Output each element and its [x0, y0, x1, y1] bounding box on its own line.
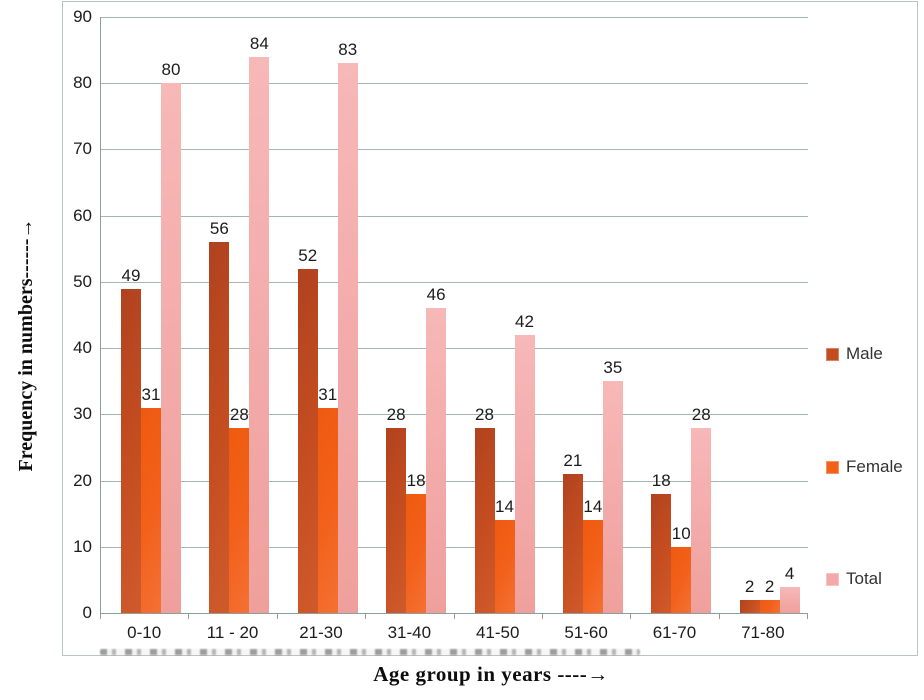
- bar-male: [474, 427, 495, 613]
- y-axis-title: Frequency in numbers------→: [15, 218, 37, 472]
- gridline: [101, 83, 808, 85]
- y-tick-label: 0: [82, 603, 92, 622]
- bar-total: [514, 334, 535, 613]
- gridline: [101, 480, 808, 482]
- bar-male: [739, 599, 760, 613]
- x-tick: [100, 613, 101, 619]
- y-tick-label: 90: [73, 7, 92, 26]
- value-label: 28: [229, 404, 249, 424]
- legend-swatch-female: [826, 460, 839, 474]
- category-label: 31-40: [387, 623, 432, 642]
- category-label: 11 - 20: [206, 623, 259, 642]
- bar-total: [337, 63, 358, 613]
- value-label: 21: [563, 450, 583, 470]
- bar-female: [582, 520, 603, 613]
- legend-label-total: Total: [846, 569, 882, 588]
- bar-male: [121, 288, 141, 613]
- x-tick: [276, 613, 278, 619]
- gridline: [101, 546, 808, 548]
- x-tick: [807, 613, 808, 619]
- category-label: 61-70: [652, 623, 697, 642]
- bar-total: [691, 427, 712, 613]
- bar-female: [229, 427, 250, 613]
- value-label: 42: [515, 311, 534, 331]
- y-tick-label: 60: [73, 205, 92, 225]
- legend-item-total: Total: [826, 569, 882, 589]
- y-tick-label: 70: [73, 139, 92, 159]
- gridline: [101, 17, 808, 18]
- y-tick-label: 50: [73, 271, 92, 291]
- bar-male: [297, 268, 318, 613]
- value-label: 14: [583, 497, 603, 517]
- legend-label-male: Male: [846, 344, 883, 363]
- bar-male: [209, 242, 230, 613]
- gridline: [101, 414, 808, 416]
- value-label: 80: [161, 60, 181, 80]
- gridline: [101, 215, 808, 217]
- value-label: 52: [298, 245, 318, 265]
- bar-total: [161, 83, 181, 613]
- value-label: 18: [651, 470, 671, 490]
- x-axis-title: Age group in years ----→: [373, 662, 609, 686]
- category-label: 51-60: [564, 623, 608, 642]
- x-tick: [365, 613, 367, 619]
- gridline: [101, 348, 808, 350]
- bar-total: [779, 586, 800, 613]
- x-tick: [630, 613, 632, 619]
- x-tick: [541, 613, 543, 619]
- category-label: 21-30: [299, 623, 343, 642]
- gridline: [101, 281, 808, 283]
- x-tick: [453, 613, 455, 619]
- y-tick-label: 10: [73, 536, 92, 556]
- y-tick-label: 30: [73, 404, 92, 424]
- bar-female: [671, 546, 692, 613]
- bar-female: [141, 407, 161, 613]
- bar-total: [249, 56, 270, 613]
- value-label: 14: [495, 497, 514, 517]
- value-label: 83: [338, 40, 358, 60]
- x-tick: [188, 613, 190, 619]
- bar-male: [651, 493, 672, 613]
- y-tick-label: 20: [73, 470, 92, 490]
- legend-label-female: Female: [846, 457, 903, 476]
- value-label: 28: [475, 404, 494, 424]
- value-label: 46: [426, 285, 446, 305]
- legend-swatch-total: [826, 572, 839, 586]
- gridline: [101, 149, 808, 151]
- category-label: 0-10: [127, 623, 162, 642]
- value-label: 18: [406, 470, 426, 490]
- value-label: 31: [318, 384, 338, 404]
- value-label: 4: [784, 563, 795, 583]
- y-tick-label: 80: [73, 73, 92, 93]
- x-tick: [718, 613, 720, 619]
- category-label: 71-80: [741, 623, 785, 642]
- bar-male: [386, 427, 407, 613]
- bar-female: [317, 407, 338, 613]
- category-label: 41-50: [475, 623, 520, 642]
- value-label: 10: [671, 523, 691, 543]
- value-label: 28: [691, 404, 711, 424]
- bar-total: [602, 381, 623, 613]
- legend-item-female: Female: [826, 457, 903, 477]
- value-label: 2: [764, 576, 775, 596]
- value-label: 84: [249, 33, 269, 53]
- value-label: 49: [121, 265, 141, 285]
- bar-female: [406, 493, 427, 613]
- y-tick-label: 40: [73, 338, 92, 358]
- bar-total: [426, 308, 447, 613]
- bar-male: [562, 473, 583, 613]
- legend-swatch-male: [826, 347, 839, 361]
- cropped-text-artifact: [100, 649, 640, 655]
- value-label: 28: [386, 404, 406, 424]
- value-label: 31: [141, 384, 161, 404]
- value-label: 2: [744, 576, 755, 596]
- value-label: 56: [209, 219, 229, 239]
- legend-item-male: Male: [826, 344, 883, 364]
- bar-female: [759, 599, 780, 613]
- bar-female: [494, 520, 515, 613]
- value-label: 35: [603, 358, 623, 378]
